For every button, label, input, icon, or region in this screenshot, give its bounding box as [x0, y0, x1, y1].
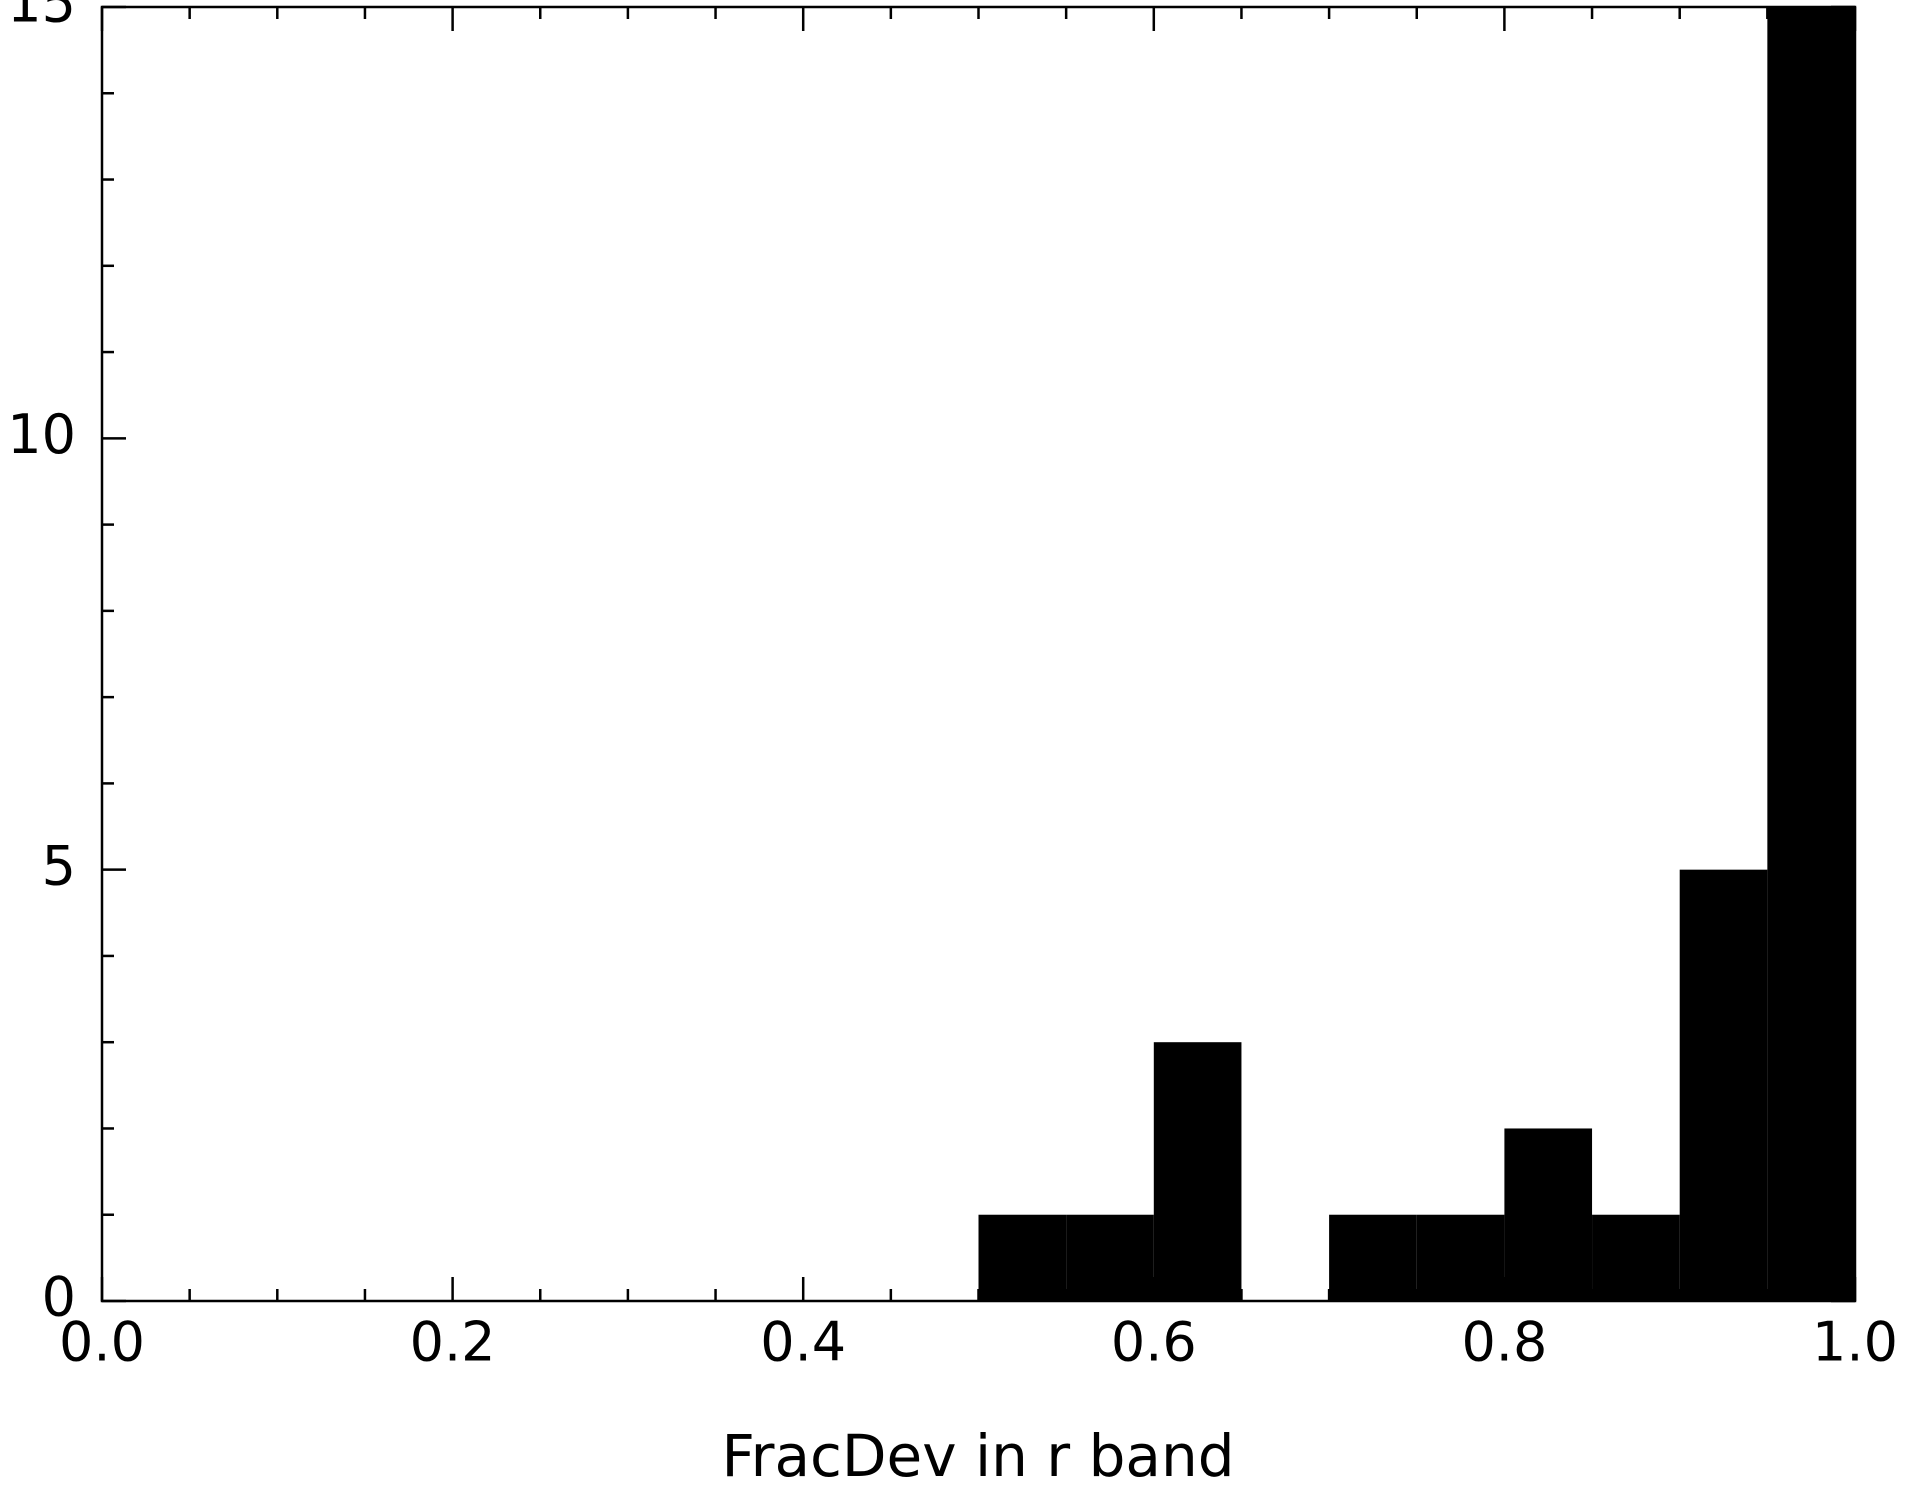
x-tick-label: 0.6 — [1111, 1311, 1197, 1374]
plot-frame — [100, 5, 1857, 1303]
bar — [1153, 1042, 1242, 1301]
x-tick-label: 1.0 — [1812, 1311, 1898, 1374]
y-tick-label: 10 — [7, 403, 76, 466]
x-tick-label: 0.8 — [1461, 1311, 1547, 1374]
bar — [1504, 1128, 1593, 1301]
bar — [1329, 1214, 1417, 1301]
y-tick-label: 15 — [7, 0, 76, 35]
x-axis-label: FracDev in r band — [721, 1422, 1234, 1488]
bar — [1066, 1214, 1154, 1301]
bar — [1767, 7, 1855, 1301]
bar — [1679, 869, 1768, 1301]
bar — [1592, 1214, 1680, 1301]
bar — [1416, 1214, 1505, 1301]
x-tick-label: 0.4 — [760, 1311, 846, 1374]
y-tick-label: 0 — [42, 1266, 76, 1329]
x-tick-label: 0.0 — [59, 1311, 145, 1374]
y-tick-label: 5 — [42, 834, 76, 897]
x-tick-label: 0.2 — [410, 1311, 496, 1374]
bar — [978, 1214, 1067, 1301]
